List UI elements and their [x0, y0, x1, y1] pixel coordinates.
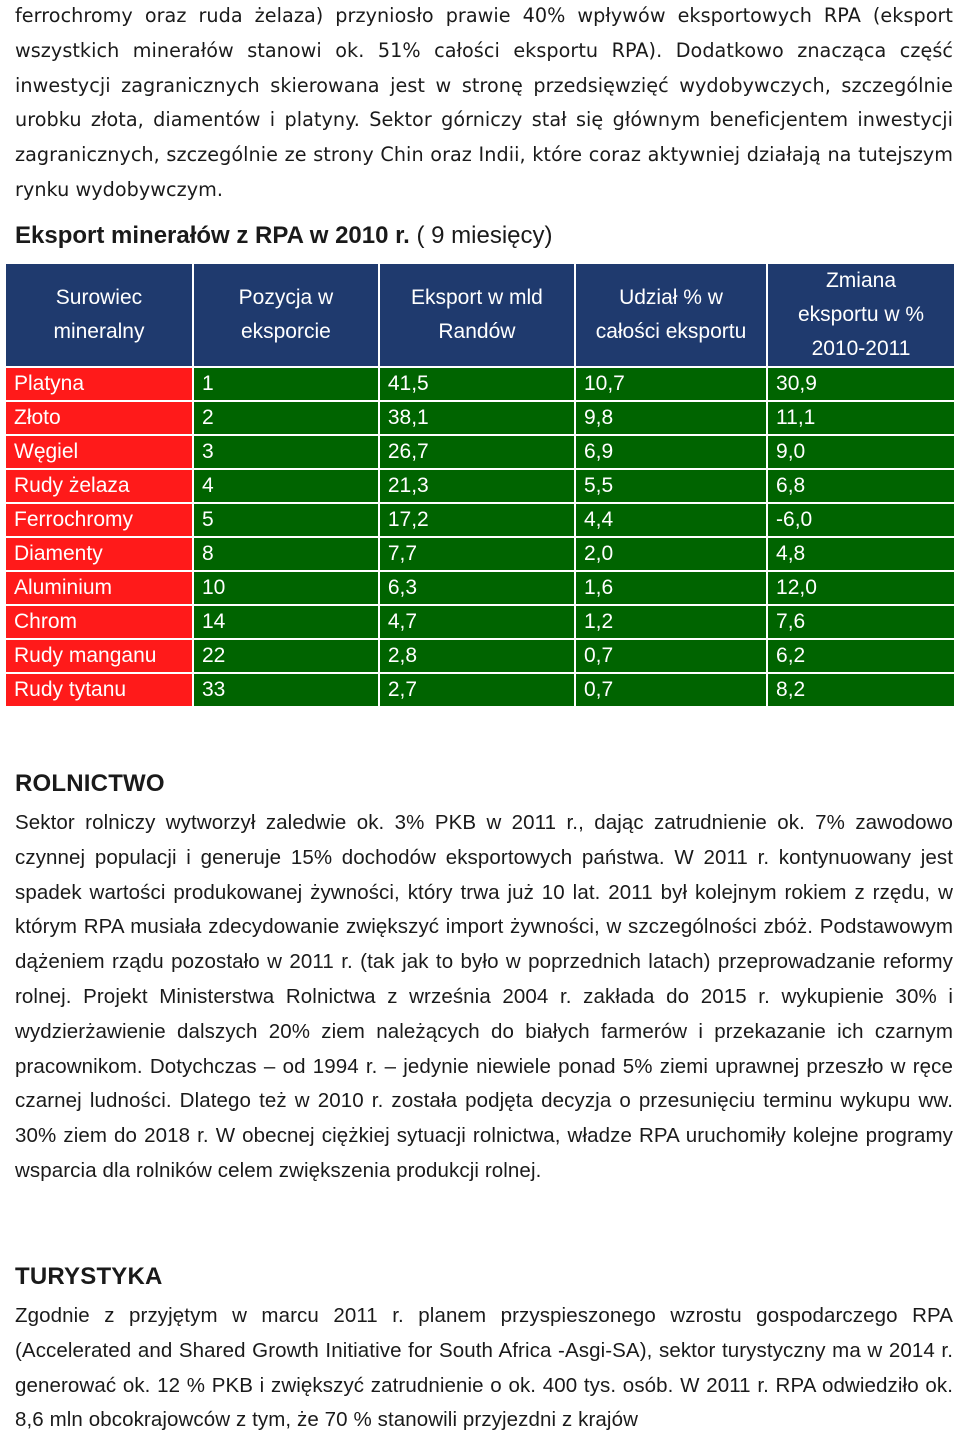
cell-share: 0,7 [575, 674, 767, 706]
cell-position: 4 [193, 470, 378, 502]
table-row: Platyna 1 41,5 10,7 30,9 [6, 368, 954, 400]
cell-change: 30,9 [768, 368, 954, 400]
table-header-row: Surowiec mineralny Pozycja w eksporcie E… [6, 264, 954, 366]
table-row: Rudy żelaza 4 21,3 5,5 6,8 [6, 470, 954, 502]
cell-position: 3 [193, 436, 378, 468]
cell-position: 1 [193, 368, 378, 400]
cell-mineral: Rudy tytanu [6, 674, 192, 706]
cell-share: 10,7 [575, 368, 767, 400]
cell-export: 2,8 [379, 640, 574, 672]
cell-export: 21,3 [379, 470, 574, 502]
header-eksport: Eksport w mld Randów [379, 264, 574, 366]
table-row: Rudy tytanu 33 2,7 0,7 8,2 [6, 674, 954, 706]
cell-mineral: Złoto [6, 402, 192, 434]
cell-share: 1,6 [575, 572, 767, 604]
cell-position: 5 [193, 504, 378, 536]
table-row: Diamenty 8 7,7 2,0 4,8 [6, 538, 954, 570]
cell-share: 0,7 [575, 640, 767, 672]
cell-mineral: Węgiel [6, 436, 192, 468]
cell-change: 12,0 [768, 572, 954, 604]
cell-export: 41,5 [379, 368, 574, 400]
cell-mineral: Diamenty [6, 538, 192, 570]
header-line: 2010-2011 [811, 337, 911, 360]
cell-position: 10 [193, 572, 378, 604]
table-title-extra: ( 9 miesięcy) [409, 222, 553, 249]
section-heading-turystyka: TURYSTYKA [15, 1263, 163, 1290]
table-title-main: Eksport minerałów z RPA w 2010 r. [15, 222, 410, 249]
table-row: Złoto 2 38,1 9,8 11,1 [6, 402, 954, 434]
header-line: mineralny [53, 320, 145, 343]
header-line: Pozycja w [238, 286, 334, 309]
table-row: Chrom 14 4,7 1,2 7,6 [6, 606, 954, 638]
cell-export: 4,7 [379, 606, 574, 638]
table-row: Ferrochromy 5 17,2 4,4 -6,0 [6, 504, 954, 536]
rolnictwo-paragraph: Sektor rolniczy wytworzył zaledwie ok. 3… [15, 811, 953, 1182]
cell-share: 4,4 [575, 504, 767, 536]
cell-change: 7,6 [768, 606, 954, 638]
cell-export: 26,7 [379, 436, 574, 468]
cell-mineral: Platyna [6, 368, 192, 400]
table-row: Aluminium 10 6,3 1,6 12,0 [6, 572, 954, 604]
table-row: Węgiel 3 26,7 6,9 9,0 [6, 436, 954, 468]
header-line: Randów [438, 320, 516, 343]
cell-mineral: Rudy manganu [6, 640, 192, 672]
header-line: eksporcie [240, 320, 331, 343]
table-body: Platyna 1 41,5 10,7 30,9 Złoto 2 38,1 9,8 11,1 W… [6, 368, 954, 706]
intro-paragraph: ferrochromy oraz ruda żelaza) przyniosło… [15, 4, 953, 201]
cell-share: 1,2 [575, 606, 767, 638]
cell-mineral: Chrom [6, 606, 192, 638]
header-line: Zmiana [825, 269, 897, 292]
cell-share: 2,0 [575, 538, 767, 570]
cell-change: 9,0 [768, 436, 954, 468]
cell-mineral: Rudy żelaza [6, 470, 192, 502]
cell-position: 2 [193, 402, 378, 434]
cell-change: 11,1 [768, 402, 954, 434]
cell-share: 6,9 [575, 436, 767, 468]
cell-change: 8,2 [768, 674, 954, 706]
cell-export: 7,7 [379, 538, 574, 570]
header-line: eksportu w % [797, 303, 925, 326]
cell-position: 33 [193, 674, 378, 706]
header-pozycja: Pozycja w eksporcie [193, 264, 378, 366]
cell-change: 6,2 [768, 640, 954, 672]
cell-share: 9,8 [575, 402, 767, 434]
section-heading-rolnictwo: ROLNICTWO [15, 770, 165, 797]
table-row: Rudy manganu 22 2,8 0,7 6,2 [6, 640, 954, 672]
cell-export: 17,2 [379, 504, 574, 536]
cell-position: 14 [193, 606, 378, 638]
cell-export: 6,3 [379, 572, 574, 604]
header-line: całości eksportu [595, 320, 747, 343]
cell-change: 4,8 [768, 538, 954, 570]
table-title: Eksport minerałów z RPA w 2010 r. ( 9 mi… [15, 222, 553, 250]
turystyka-paragraph: Zgodnie z przyjętym w marcu 2011 r. plan… [15, 1304, 953, 1432]
minerals-export-table: Surowiec mineralny Pozycja w eksporcie E… [4, 262, 956, 708]
cell-mineral: Aluminium [6, 572, 192, 604]
cell-export: 38,1 [379, 402, 574, 434]
cell-mineral: Ferrochromy [6, 504, 192, 536]
cell-position: 22 [193, 640, 378, 672]
cell-position: 8 [193, 538, 378, 570]
header-udzial: Udział % w całości eksportu [575, 264, 767, 366]
cell-change: 6,8 [768, 470, 954, 502]
header-zmiana: Zmiana eksportu w % 2010-2011 [768, 264, 954, 366]
header-line: Udział % w [619, 286, 723, 309]
header-line: Surowiec [55, 286, 143, 309]
cell-export: 2,7 [379, 674, 574, 706]
cell-share: 5,5 [575, 470, 767, 502]
cell-change: -6,0 [768, 504, 954, 536]
header-line: Eksport w mld [410, 286, 543, 309]
header-surowiec: Surowiec mineralny [6, 264, 192, 366]
